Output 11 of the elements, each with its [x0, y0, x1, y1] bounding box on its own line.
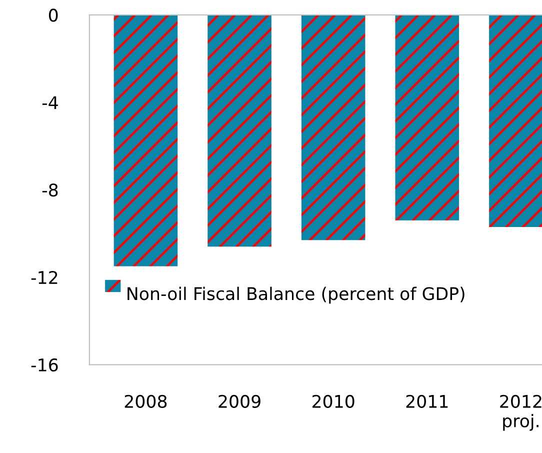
y-tick-label: 0 [48, 8, 58, 22]
y-tick-label: -4 [42, 96, 58, 109]
x-tick-label: 2012 proj. [500, 394, 542, 431]
x-tick-label: 2009 [218, 394, 260, 408]
y-tick-label: -8 [42, 184, 58, 197]
legend-label: Non-oil Fiscal Balance (percent of GDP) [128, 286, 464, 304]
x-tick-label: 2008 [124, 394, 167, 408]
x-tick-label: 2011 [406, 394, 448, 408]
x-tick-label: 2010 [312, 394, 354, 408]
y-tick-label: -16 [31, 358, 58, 372]
y-tick-label: -12 [31, 270, 58, 284]
